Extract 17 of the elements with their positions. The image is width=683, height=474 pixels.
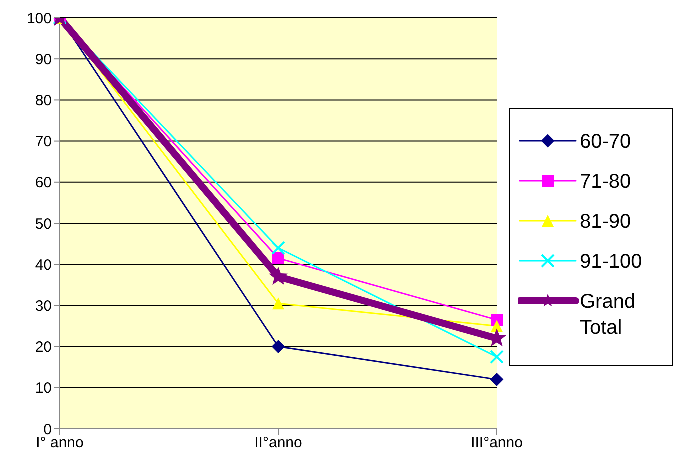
legend-label: 71-80 (580, 170, 632, 195)
x-tick-label: III°anno (471, 434, 523, 452)
legend-label: 60-70 (580, 130, 632, 155)
y-tick-label: 100 (26, 10, 52, 28)
y-tick-label: 40 (35, 256, 52, 274)
x-tick-label: II°anno (254, 434, 302, 452)
legend-label: Grand Total (580, 290, 637, 341)
y-tick-label: 10 (35, 380, 52, 398)
y-tick-label: 60 (35, 174, 52, 192)
y-tick-label: 30 (35, 298, 52, 316)
y-tick-label: 50 (35, 216, 52, 233)
legend-label: 81-90 (580, 210, 632, 235)
y-tick-label: 80 (35, 92, 52, 110)
y-tick-label: 70 (35, 134, 52, 151)
y-tick-label: 20 (35, 339, 52, 356)
y-tick-label: 90 (35, 51, 52, 68)
legend-label: 91-100 (580, 250, 644, 275)
